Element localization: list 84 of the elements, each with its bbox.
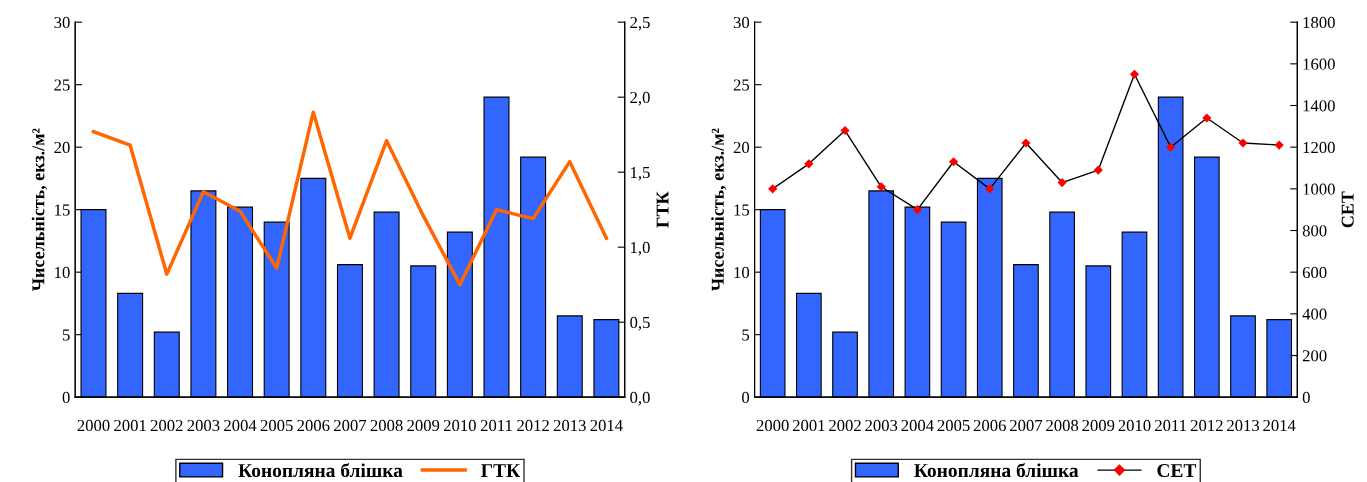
legend-label: Конопляна блішка [238, 462, 403, 478]
legend-label: Конопляна блішка [914, 462, 1079, 478]
y-tick-label: 20 [54, 141, 70, 154]
x-tick-label: 2006 [297, 419, 330, 432]
y2-tick-label: 0,5 [630, 316, 650, 331]
y-axis-title: Чисельність, екз./м² [711, 128, 727, 292]
y-tick-label: 5 [742, 329, 750, 341]
x-tick-label: 2004 [901, 419, 934, 432]
point [912, 205, 922, 215]
point [876, 182, 886, 192]
y2-tick-label: 1,0 [631, 241, 650, 256]
y-tick-label: 20 [733, 141, 750, 154]
y-tick-label: 15 [55, 204, 70, 216]
point [1129, 69, 1140, 79]
x-tick-label: 2009 [1082, 419, 1115, 432]
y-axis-title: Чисельність, екз./м² [31, 128, 48, 292]
y2-tick-label: 1,5 [631, 166, 650, 181]
x-tick-label: 2007 [334, 419, 367, 432]
x-tick-label: 2002 [829, 419, 861, 432]
x-tick-label: 2014 [1263, 419, 1296, 432]
point [1166, 142, 1176, 152]
x-tick-label: 2013 [553, 419, 586, 432]
point [1238, 138, 1248, 148]
x-tick-label: 2012 [1190, 419, 1223, 432]
y-tick-label: 10 [55, 266, 70, 279]
y2-tick-label: 1600 [1303, 58, 1335, 70]
x-tick-label: 2000 [77, 419, 110, 432]
y2-tick-label: 1000 [1303, 183, 1335, 195]
y2-tick-label: 0,0 [630, 391, 650, 406]
x-tick-label: 2000 [756, 419, 789, 432]
y-tick-label: 25 [733, 79, 750, 91]
y2-tick-label: 2,5 [630, 16, 650, 31]
y2-axis-title: СЕТ [1341, 191, 1354, 228]
x-tick-label: 2008 [370, 419, 403, 432]
x-tick-label: 2013 [1227, 419, 1260, 432]
y2-tick-label: 200 [1302, 350, 1327, 362]
x-tick-label: 2011 [1155, 419, 1187, 432]
y-tick-label: 30 [733, 16, 750, 29]
x-tick-label: 2002 [150, 419, 183, 432]
x-tick-label: 2010 [443, 419, 476, 432]
x-tick-label: 2005 [260, 419, 293, 432]
legend-label: СЕТ [1157, 464, 1197, 478]
legend-label: ГТК [481, 464, 520, 477]
y-tick-label: 5 [62, 329, 70, 341]
point [768, 184, 778, 194]
y2-tick-label: 1200 [1303, 141, 1335, 154]
x-tick-label: 2005 [937, 419, 970, 432]
point [1021, 138, 1031, 148]
y2-tick-label: 1400 [1303, 100, 1335, 112]
x-tick-label: 2003 [865, 419, 898, 432]
point [1093, 165, 1103, 175]
x-tick-label: 2009 [407, 419, 440, 432]
y2-tick-label: 800 [1302, 225, 1327, 237]
x-tick-label: 2006 [973, 419, 1006, 432]
point [1202, 113, 1212, 123]
point [1057, 177, 1067, 188]
y-tick-label: 30 [54, 16, 70, 29]
x-tick-label: 2008 [1046, 419, 1079, 432]
y2-axis-title: ГТК [656, 191, 669, 228]
x-tick-label: 2012 [517, 419, 549, 432]
x-tick-label: 2001 [792, 419, 825, 432]
x-tick-label: 2011 [480, 419, 512, 432]
point [840, 125, 850, 136]
line-series [91, 110, 609, 287]
y-tick-label: 0 [62, 391, 70, 404]
y2-tick-label: 0 [1302, 391, 1310, 404]
x-tick-label: 2010 [1118, 419, 1151, 432]
y-tick-label: 25 [54, 79, 70, 91]
x-tick-label: 2003 [187, 419, 220, 432]
y-tick-label: 10 [734, 266, 750, 279]
point [804, 159, 814, 169]
y2-tick-label: 400 [1302, 308, 1327, 320]
point [985, 184, 995, 194]
y2-tick-label: 2,0 [630, 91, 650, 106]
y-tick-label: 15 [734, 204, 750, 216]
x-tick-label: 2007 [1010, 419, 1043, 432]
x-tick-label: 2001 [114, 419, 146, 432]
x-tick-label: 2004 [224, 419, 257, 432]
y2-tick-label: 600 [1302, 266, 1327, 279]
point [1274, 140, 1284, 150]
point [948, 157, 959, 167]
y-tick-label: 0 [742, 391, 750, 404]
y2-tick-label: 1800 [1303, 16, 1335, 29]
x-tick-label: 2014 [590, 419, 623, 432]
